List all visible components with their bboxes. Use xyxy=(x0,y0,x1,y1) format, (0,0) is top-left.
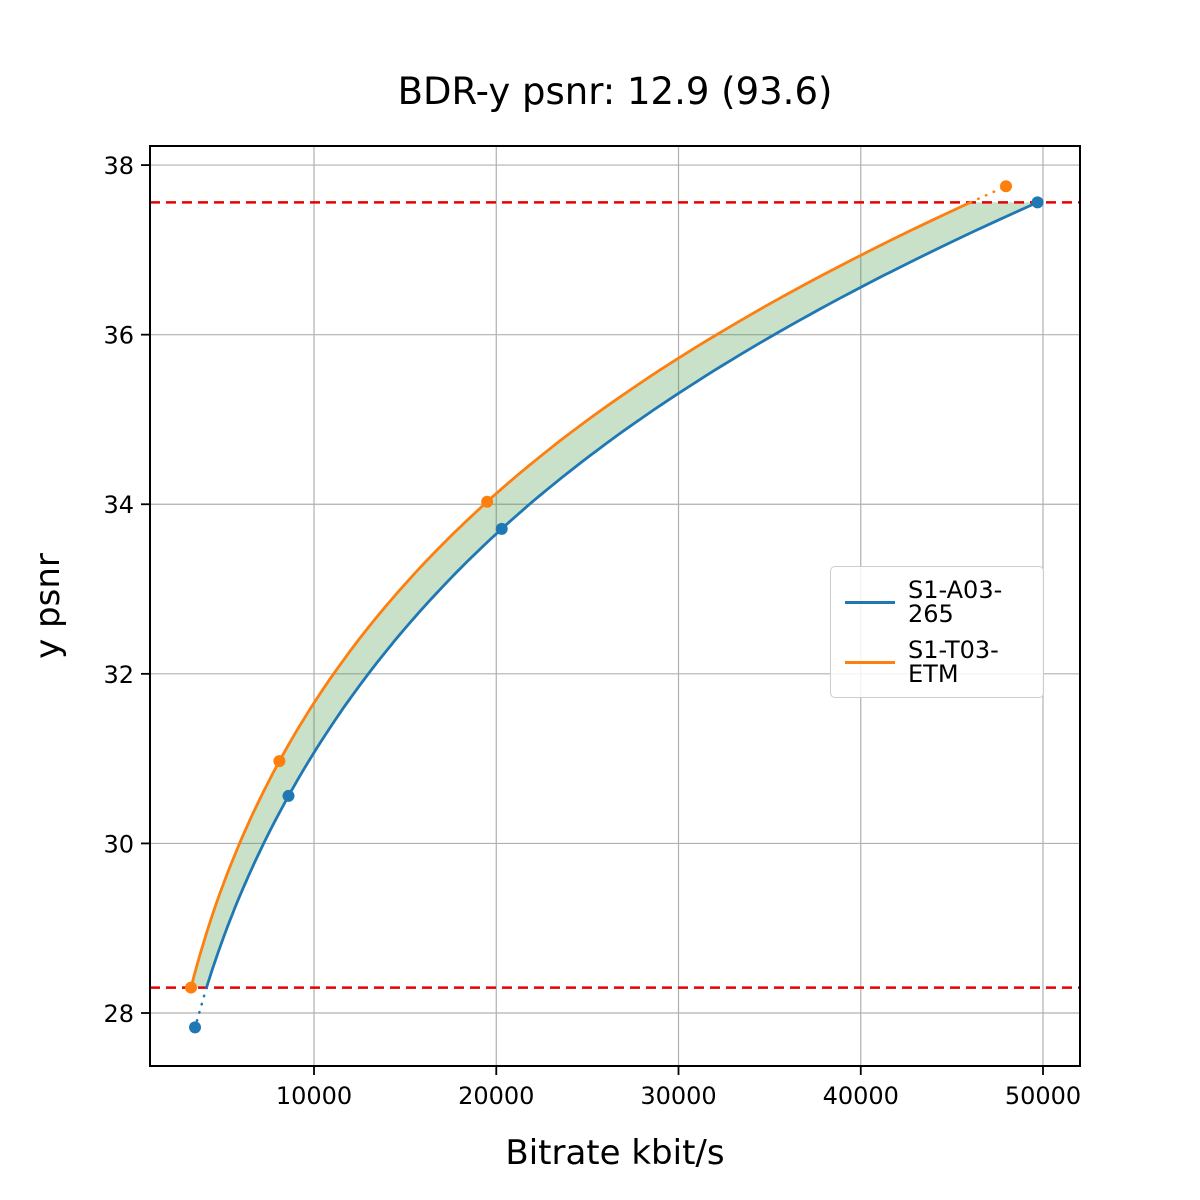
chart-title: BDR-y psnr: 12.9 (93.6) xyxy=(397,70,833,113)
data-point-marker xyxy=(282,789,295,802)
y-tick-label: 32 xyxy=(103,661,134,689)
legend-label: S1-T03-ETM xyxy=(908,636,999,688)
x-tick-label: 30000 xyxy=(640,1082,716,1110)
rd-curve-S1-A03-265 xyxy=(205,201,1039,989)
x-tick-label: 20000 xyxy=(458,1082,534,1110)
legend-item-series-0: S1-A03-265 xyxy=(845,578,1029,626)
data-point-marker xyxy=(1000,180,1013,193)
dotted-extension-blue xyxy=(193,986,208,1029)
rd-curve-S1-T03-ETM xyxy=(189,201,971,988)
data-point-marker xyxy=(495,522,508,535)
data-point-marker xyxy=(1031,196,1044,209)
data-point-marker xyxy=(185,981,198,994)
legend: S1-A03-265 S1-T03-ETM xyxy=(830,566,1044,698)
y-tick-label: 38 xyxy=(103,152,134,180)
x-axis-label: Bitrate kbit/s xyxy=(505,1133,725,1173)
legend-item-series-1: S1-T03-ETM xyxy=(845,638,1029,686)
data-point-marker xyxy=(481,495,494,508)
x-tick-label: 50000 xyxy=(1005,1082,1081,1110)
axes-spines xyxy=(149,145,1081,1067)
y-tick-label: 34 xyxy=(103,491,134,519)
y-axis-label: y psnr xyxy=(28,553,68,659)
legend-line-sample-blue xyxy=(845,600,895,604)
y-tick-label: 30 xyxy=(103,830,134,858)
x-tick-label: 40000 xyxy=(823,1082,899,1110)
y-tick-label: 28 xyxy=(103,1000,134,1028)
legend-line-sample-orange xyxy=(845,660,895,664)
y-tick-label: 36 xyxy=(103,322,134,350)
data-point-marker xyxy=(273,755,286,768)
x-tick-label: 10000 xyxy=(276,1082,352,1110)
legend-label: S1-A03-265 xyxy=(908,576,1003,628)
data-point-marker xyxy=(189,1021,202,1034)
